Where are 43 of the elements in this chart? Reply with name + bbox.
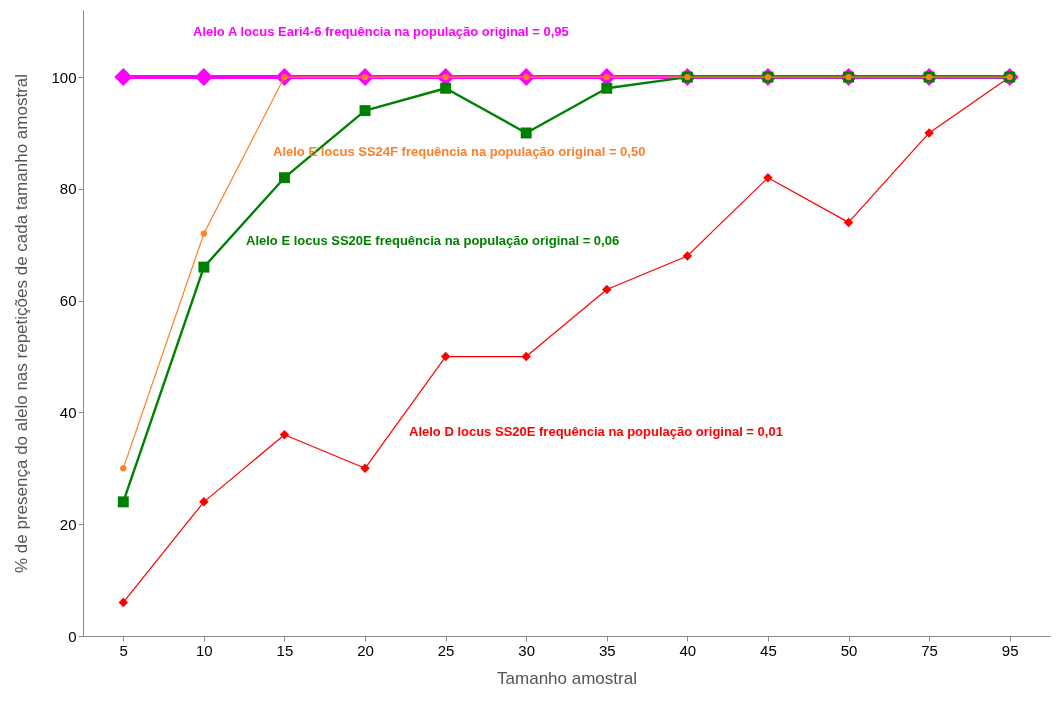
point: [843, 217, 854, 228]
point: [360, 463, 370, 474]
point: [198, 261, 210, 273]
point: [440, 351, 451, 362]
x-tick-label: 50: [840, 641, 858, 659]
point: [359, 105, 371, 117]
point: [117, 496, 129, 508]
x-tick-label: 10: [196, 641, 213, 659]
x-tick-label: 5: [119, 641, 128, 659]
x-tick-label: 25: [437, 641, 455, 659]
series-label: Alelo E locus SS20E frequência na população original = 0,06: [246, 233, 620, 248]
y-tick-label: 0: [68, 627, 77, 645]
y-tick-label: 100: [51, 68, 77, 86]
point: [199, 497, 209, 507]
y-tick-label: 60: [59, 292, 77, 310]
y-axis-title: % de presença do alelo nas repetições de cada tamanho amostral: [12, 74, 32, 573]
point: [200, 230, 208, 237]
point: [440, 82, 452, 94]
point: [682, 251, 693, 261]
point: [521, 351, 531, 362]
point: [118, 597, 129, 608]
x-axis-title: Tamanho amostral: [497, 668, 637, 688]
y-tick-label: 20: [59, 515, 77, 533]
x-tick-label: 35: [598, 641, 616, 659]
point: [602, 284, 612, 295]
point: [279, 430, 290, 440]
point: [278, 172, 290, 184]
x-tick-label: 30: [518, 641, 536, 659]
y-tick-label: 80: [59, 180, 77, 198]
x-tick-label: 20: [357, 641, 374, 659]
point: [120, 465, 127, 472]
x-tick-label: 75: [921, 641, 938, 659]
point: [114, 68, 133, 87]
x-tick-label: 45: [760, 641, 777, 659]
y-tick-label: 40: [59, 403, 77, 421]
x-tick-label: 40: [679, 641, 697, 659]
x-tick-label: 95: [1001, 641, 1019, 659]
point: [763, 172, 773, 183]
point: [601, 82, 613, 94]
x-tick-label: 15: [276, 641, 294, 659]
point: [520, 127, 532, 139]
text: Alelo A locus Eari4-6 frequência na população original = 0,95: [193, 24, 569, 39]
series-label: Alelo D locus SS20E frequência na população original = 0,01: [409, 424, 783, 439]
